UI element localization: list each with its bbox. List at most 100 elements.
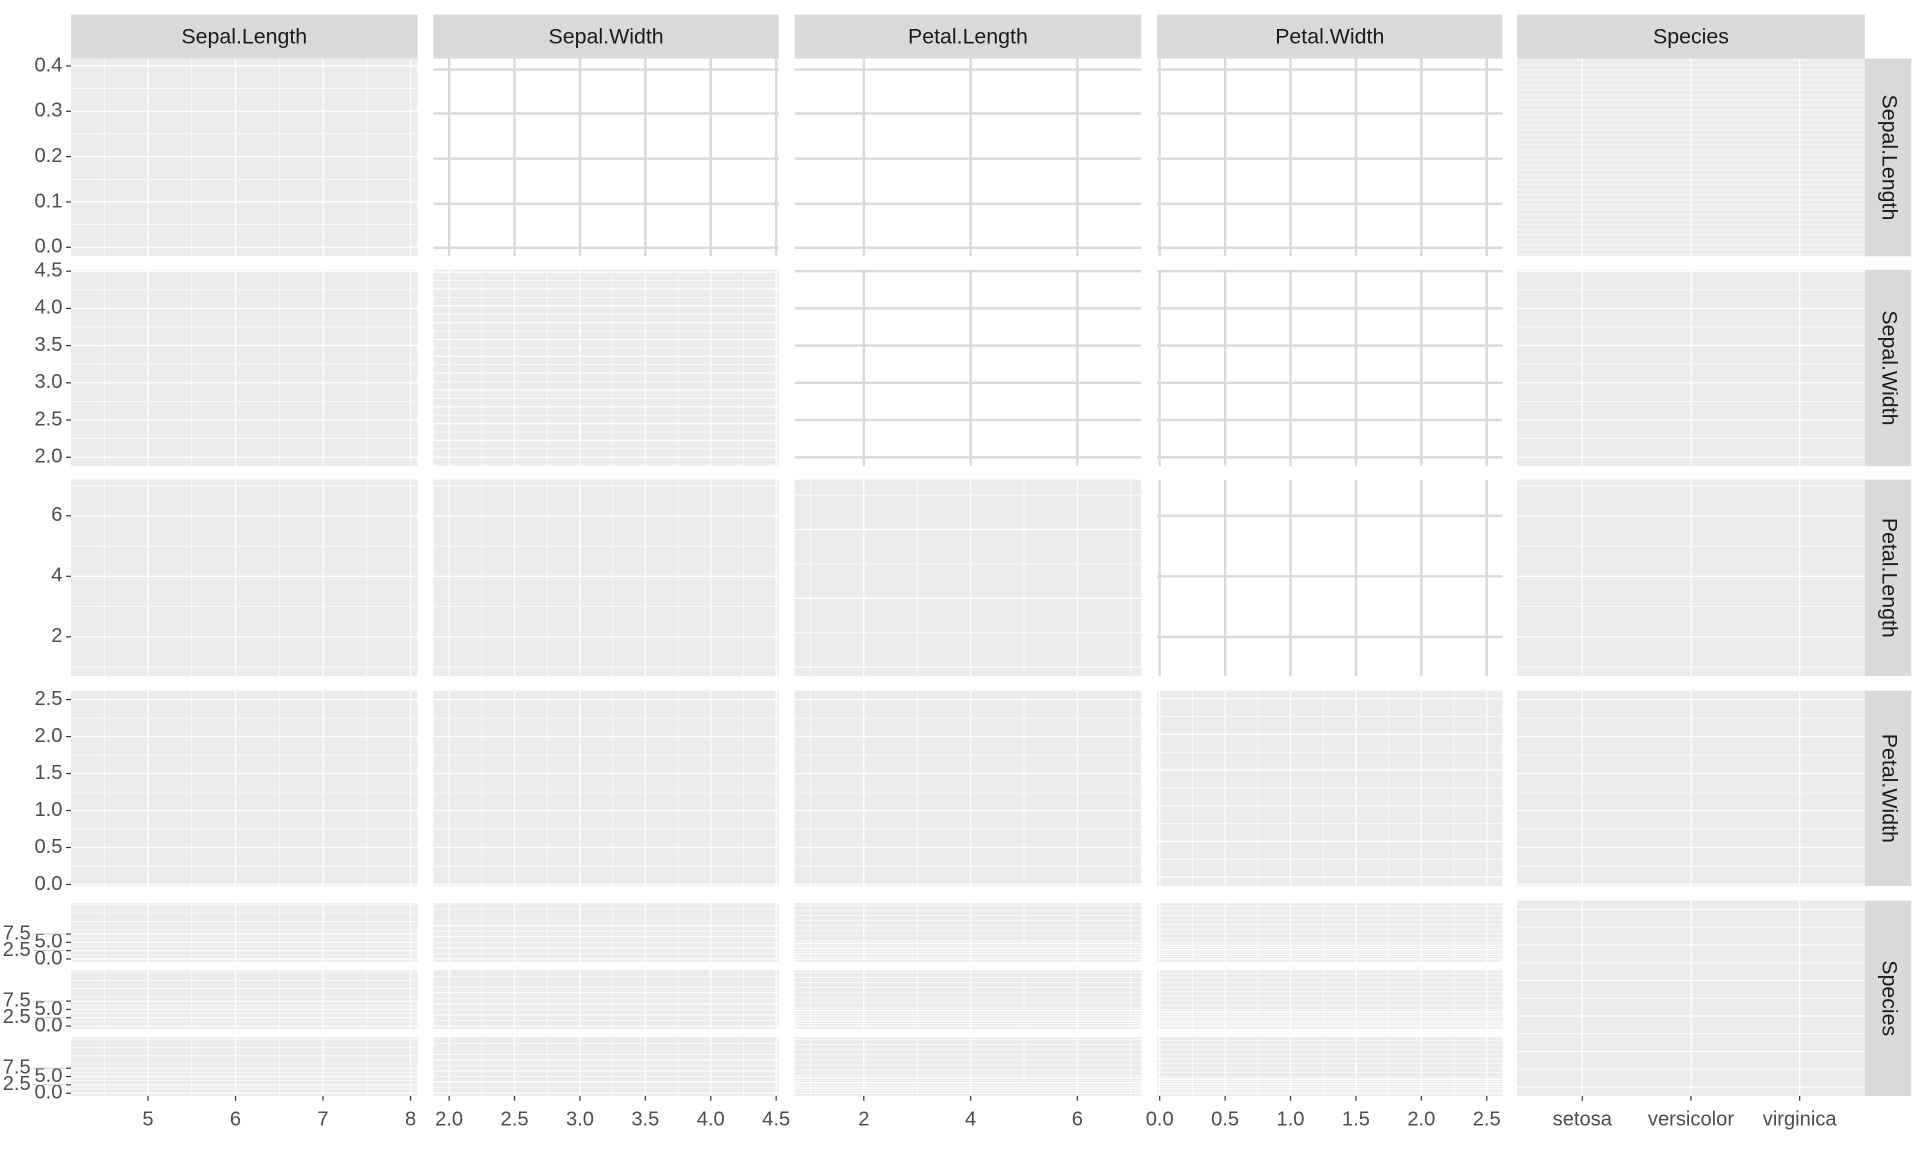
strip-top-2 <box>794 14 1142 59</box>
grid-lines <box>794 269 1142 467</box>
scatter-panel <box>70 690 418 886</box>
grid-lines <box>1157 1037 1503 1096</box>
y-tick-label: 0.5 <box>34 836 62 858</box>
x-tick-label: 4.0 <box>697 1109 725 1131</box>
strip-label-top: Sepal.Width <box>549 24 664 48</box>
strip-right-4 <box>1864 900 1912 1096</box>
histogram-panel-virginica <box>794 1037 1142 1096</box>
x-tick-label: 5 <box>142 1109 153 1131</box>
strip-top-3 <box>1157 14 1503 59</box>
strip-label-right: Petal.Length <box>1877 518 1901 638</box>
histogram-panel-versicolor <box>794 970 1142 1029</box>
histogram-panel-setosa <box>794 903 1142 962</box>
y-tick-label: 4.5 <box>34 259 62 281</box>
y-tick-label: 7.5 <box>3 989 31 1011</box>
strip-top-1 <box>433 14 779 59</box>
grid-lines <box>70 58 418 257</box>
y-tick-label: 0.2 <box>34 145 62 167</box>
y-tick-label: 4 <box>51 565 62 587</box>
strip-label-top: Petal.Length <box>908 24 1028 48</box>
y-tick-label: 0.0 <box>34 236 62 258</box>
y-tick-label: 2 <box>51 625 62 647</box>
y-tick-label: 5.0 <box>34 998 62 1020</box>
strip-label-right: Sepal.Width <box>1877 310 1901 425</box>
x-tick-label: 0.5 <box>1211 1109 1239 1131</box>
grid-lines <box>70 479 418 677</box>
strip-top-4 <box>1517 14 1865 59</box>
x-tick-label: 4 <box>965 1109 976 1131</box>
grid-lines <box>70 690 418 886</box>
grid-lines <box>794 1037 1142 1096</box>
x-tick-label: 6 <box>1072 1109 1083 1131</box>
y-tick-label: 0.0 <box>34 947 62 969</box>
x-tick-label: 2.0 <box>435 1109 463 1131</box>
histogram-panel-virginica <box>1157 1037 1503 1096</box>
y-tick-label: 2.5 <box>3 939 31 961</box>
y-tick-label: 2.5 <box>34 688 62 710</box>
corr-panel <box>1157 269 1503 467</box>
histogram-panel-setosa <box>433 903 779 962</box>
y-tick-label: 0.1 <box>34 190 62 212</box>
x-tick-label: 2.5 <box>501 1109 529 1131</box>
grid-lines <box>1517 269 1865 467</box>
x-tick-label: 4.5 <box>762 1109 790 1131</box>
grid-lines <box>794 903 1142 962</box>
grid-lines <box>70 269 418 467</box>
grid-lines <box>1157 970 1503 1029</box>
x-tick-label: 2.5 <box>1473 1109 1501 1131</box>
y-tick-label: 2.0 <box>34 446 62 468</box>
x-tick-label: versicolor <box>1648 1109 1734 1131</box>
histogram-panel-versicolor <box>1157 970 1503 1029</box>
y-tick-label: 7.5 <box>3 922 31 944</box>
strip-right-2 <box>1864 479 1912 677</box>
grid-lines <box>1157 58 1503 257</box>
y-tick-label: 5.0 <box>34 931 62 953</box>
grid-lines <box>1157 269 1503 467</box>
histogram-panel-virginica <box>433 1037 779 1096</box>
scatter-panel <box>433 690 779 886</box>
x-tick-label: 6 <box>230 1109 241 1131</box>
x-tick-label: 2 <box>858 1109 869 1131</box>
y-tick-label: 2.5 <box>3 1073 31 1095</box>
grid-lines <box>794 479 1142 677</box>
y-tick-label: 5.0 <box>34 1065 62 1087</box>
scatter-panel <box>433 479 779 677</box>
strip-right-0 <box>1864 58 1912 257</box>
y-tick-label: 2.5 <box>34 408 62 430</box>
x-tick-label: virginica <box>1763 1109 1838 1131</box>
y-tick-label: 1.0 <box>34 799 62 821</box>
grid-lines <box>433 58 779 257</box>
strip-label-right: Species <box>1877 960 1901 1036</box>
grid-lines <box>1157 690 1503 886</box>
y-tick-label: 2.0 <box>34 725 62 747</box>
grid-lines <box>1517 58 1865 257</box>
density-panel <box>70 58 418 257</box>
grid-lines <box>794 58 1142 257</box>
strip-label-right: Petal.Width <box>1877 734 1901 843</box>
histogram-panel-setosa <box>70 903 418 962</box>
scatter-panel <box>794 690 1142 886</box>
grid-lines <box>433 903 779 962</box>
x-tick-label: 3.5 <box>631 1109 659 1131</box>
y-tick-label: 0.4 <box>34 54 62 76</box>
x-tick-label: 2.0 <box>1407 1109 1435 1131</box>
grid-lines <box>433 690 779 886</box>
strip-label-top: Species <box>1653 24 1729 48</box>
y-tick-label: 0.0 <box>34 873 62 895</box>
y-tick-label: 1.5 <box>34 762 62 784</box>
strip-right-3 <box>1864 690 1912 886</box>
y-tick-label: 4.0 <box>34 297 62 319</box>
histogram-panel-virginica <box>70 1037 418 1096</box>
grid-lines <box>1157 479 1503 677</box>
grid-lines <box>794 690 1142 886</box>
grid-lines <box>433 269 779 467</box>
grid-lines <box>70 903 418 962</box>
scatter-panel <box>70 479 418 677</box>
grid-lines <box>794 970 1142 1029</box>
grid-lines <box>1157 903 1503 962</box>
grid-lines <box>1517 690 1865 886</box>
density-panel <box>433 269 779 467</box>
strip-label-right: Sepal.Length <box>1877 95 1901 221</box>
corr-panel <box>1157 479 1503 677</box>
